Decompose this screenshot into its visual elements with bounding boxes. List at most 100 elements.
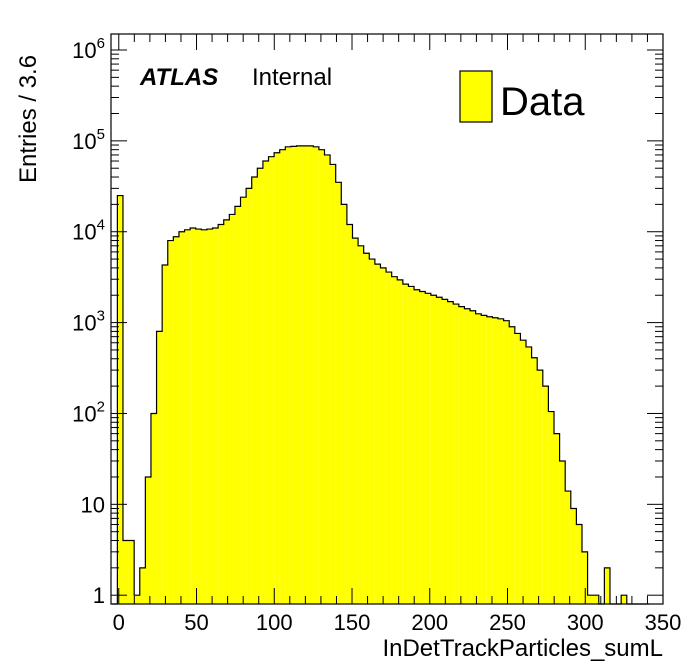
histogram-bar xyxy=(150,413,157,604)
histogram-bar xyxy=(436,297,443,604)
y-tick-label: 1 xyxy=(93,583,105,608)
histogram-bar xyxy=(514,333,521,604)
histogram-bar xyxy=(206,229,213,604)
x-tick-label: 200 xyxy=(411,610,448,635)
histogram-bar xyxy=(246,188,252,604)
x-tick-label: 50 xyxy=(184,610,208,635)
histogram-bar xyxy=(414,289,420,604)
histogram-bar xyxy=(307,145,314,605)
histogram-bar xyxy=(156,331,163,604)
histogram-bar xyxy=(128,540,135,604)
histogram-bar xyxy=(167,240,174,605)
histogram-bar xyxy=(268,156,275,604)
histogram-bar xyxy=(453,304,459,604)
histogram-bar xyxy=(229,214,235,604)
histogram-bar xyxy=(570,508,577,604)
histogram-bar xyxy=(492,317,499,604)
histogram-bar xyxy=(526,346,532,604)
x-tick-label: 100 xyxy=(256,610,293,635)
histogram-bar xyxy=(419,291,426,604)
histogram-bar xyxy=(542,386,549,604)
histogram-bar xyxy=(251,177,258,605)
histogram-bar xyxy=(397,279,403,604)
y-axis-title: Entries / 3.6 xyxy=(15,55,42,183)
histogram-bar xyxy=(520,340,527,604)
histogram-bar xyxy=(296,145,303,605)
x-tick-label: 350 xyxy=(645,610,682,635)
histogram-bar xyxy=(330,164,336,605)
histogram-bar xyxy=(531,357,538,604)
histogram-bar xyxy=(178,231,185,605)
x-axis-title: InDetTrackParticles_sumL xyxy=(382,635,663,662)
histogram-bar xyxy=(559,460,566,604)
histogram-bar xyxy=(190,227,196,605)
x-tick-label: 0 xyxy=(113,610,125,635)
histogram-bar xyxy=(358,245,364,605)
histogram-bar xyxy=(430,295,437,604)
histogram-bar xyxy=(173,236,179,605)
legend-swatch xyxy=(459,70,493,123)
histogram-bar xyxy=(212,227,219,605)
histogram-bar xyxy=(503,320,510,604)
histogram-bar xyxy=(464,308,471,604)
histogram-bar xyxy=(447,301,454,604)
histogram-bar xyxy=(274,152,280,604)
histogram-bar xyxy=(481,315,487,604)
histogram-bar xyxy=(593,595,599,604)
histogram-bar xyxy=(380,267,387,604)
histogram-bar xyxy=(486,316,493,604)
histogram-bar xyxy=(565,491,571,604)
histogram-bar xyxy=(352,238,359,605)
histogram-bar xyxy=(279,149,286,605)
atlas-status-label: Internal xyxy=(252,64,332,91)
histogram-bar xyxy=(162,265,168,604)
histogram-bar xyxy=(318,149,325,605)
histogram-bar xyxy=(335,182,342,604)
histogram-bar xyxy=(240,197,247,604)
x-tick-label: 150 xyxy=(334,610,371,635)
histogram-bar xyxy=(425,293,431,604)
x-axis-ticks: 0 50 100 150 200 250 300 350 xyxy=(113,34,682,635)
histogram-bar xyxy=(290,146,297,604)
histogram-bar xyxy=(442,299,448,604)
histogram-bar xyxy=(201,229,207,604)
histogram-bar xyxy=(576,524,582,604)
legend-label: Data xyxy=(500,80,585,124)
atlas-label: ATLAS xyxy=(139,64,218,91)
histogram-bar xyxy=(122,540,129,604)
histogram-bar xyxy=(553,433,560,604)
histogram-bar xyxy=(458,306,465,604)
histogram-bar xyxy=(621,595,627,604)
histogram-bar xyxy=(257,168,263,605)
histogram-bars xyxy=(117,145,627,605)
histogram-bar xyxy=(195,229,202,604)
histogram-bar xyxy=(285,146,291,605)
y-tick-label: 103 xyxy=(72,308,105,336)
histogram-bar xyxy=(346,224,353,604)
histogram-bar xyxy=(117,195,123,605)
histogram-bar xyxy=(139,567,146,604)
plot-frame xyxy=(110,33,664,605)
histogram-bar xyxy=(313,146,319,605)
histogram-bar xyxy=(341,204,347,605)
histogram-bar xyxy=(184,229,191,604)
histogram-bar xyxy=(498,318,504,604)
histogram-bar xyxy=(581,551,588,604)
histogram-bar xyxy=(324,154,331,604)
histogram-bar xyxy=(604,567,610,604)
histogram-bar xyxy=(369,259,375,604)
histogram-bar xyxy=(223,219,230,604)
histogram-bar xyxy=(145,476,151,604)
histogram-bar xyxy=(391,276,398,604)
y-axis-ticks: 1 10 102 103 104 105 106 xyxy=(72,35,663,608)
histogram-bar xyxy=(470,310,476,604)
histogram-bar xyxy=(587,595,594,604)
histogram-bar xyxy=(537,370,543,604)
y-tick-label: 106 xyxy=(72,35,105,63)
histogram-bar xyxy=(262,161,269,604)
histogram-bar xyxy=(402,284,409,604)
histogram-bar xyxy=(234,206,241,604)
x-tick-label: 250 xyxy=(489,610,526,635)
histogram-outline xyxy=(111,145,650,605)
